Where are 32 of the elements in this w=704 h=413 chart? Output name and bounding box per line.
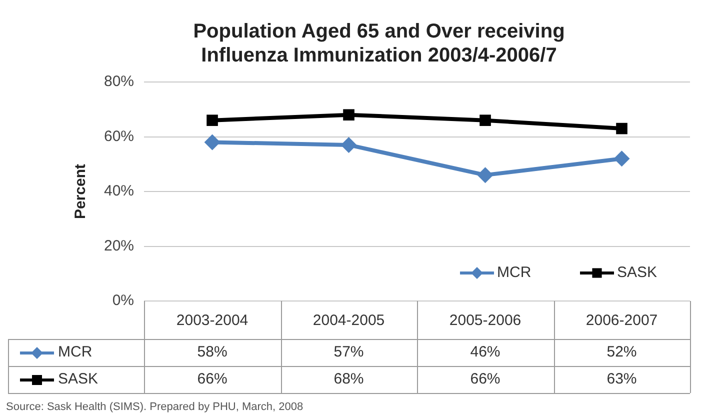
y-tick-label: 80%	[104, 73, 134, 90]
x-tick-label: 2003-2004	[176, 312, 248, 330]
chart-title: Population Aged 65 and Over receiving Influenza Immunization 2003/4-2006/7	[193, 20, 565, 67]
y-tick-label: 0%	[112, 292, 134, 310]
data-label: 66%	[197, 370, 228, 388]
point	[204, 134, 220, 150]
text: SASK	[58, 370, 98, 388]
y-tick-label: 20%	[104, 237, 134, 254]
data-label: 57%	[334, 344, 364, 361]
point	[340, 136, 357, 153]
x-tick-label: 2005-2006	[449, 312, 522, 330]
point	[616, 122, 628, 134]
point	[614, 150, 630, 167]
y-axis-title: Percent	[72, 164, 90, 220]
point	[206, 114, 218, 126]
legend-label: SASK	[617, 264, 658, 282]
x-tick-label: 2006-2007	[586, 312, 658, 330]
point	[477, 167, 494, 184]
point	[480, 114, 491, 126]
text: MCR	[58, 344, 92, 361]
data-label: 58%	[197, 344, 228, 361]
legend-label: MCR	[497, 264, 532, 282]
x-tick-label: 2004-2005	[312, 312, 385, 330]
data-label: 66%	[470, 370, 500, 388]
data-label: 52%	[606, 344, 637, 361]
data-label: 46%	[470, 344, 500, 361]
y-tick-label: 60%	[104, 128, 134, 145]
point	[343, 109, 354, 121]
data-label: 63%	[606, 370, 637, 388]
y-tick-label: 40%	[104, 182, 134, 200]
data-label: 68%	[334, 370, 364, 388]
source-note: Source: Sask Health (SIMS). Prepared by PHU, March, 2008	[6, 401, 304, 413]
